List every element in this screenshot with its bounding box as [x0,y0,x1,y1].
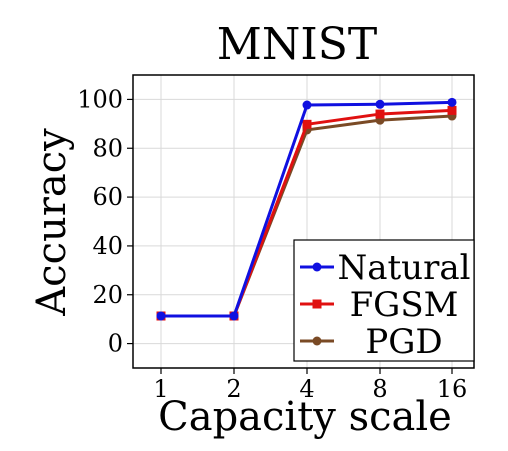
legend-label: FGSM [350,285,459,325]
x-tick-label: 8 [372,375,387,403]
legend-entry-natural: Natural [300,248,470,288]
series-natural [156,97,457,321]
y-axis-label: Accuracy [29,128,75,317]
data-point [302,100,312,110]
plot-frame [132,74,475,369]
data-point [447,97,457,107]
chart-title: MNIST [217,19,377,70]
x-tick-label: 1 [153,375,168,403]
data-point [447,105,457,115]
x-tick-label: 4 [299,375,314,403]
y-tick-label: 0 [108,330,123,358]
y-tick-label: 100 [77,85,123,113]
x-tick-label: 16 [437,375,468,403]
y-tick-label: 80 [92,134,123,162]
legend-label: Natural [338,248,471,288]
y-tick-label: 20 [92,281,123,309]
legend-marker [312,299,322,309]
legend-marker [312,336,322,346]
data-point [229,311,239,321]
x-tick-label: 2 [226,375,241,403]
legend-entry-pgd: PGD [300,322,443,362]
data-point [375,99,385,109]
axis-ticks: 0 20 40 60 80 100 1 2 4 8 16 [77,85,467,403]
legend-label: PGD [365,322,442,362]
series-lines [156,97,457,321]
legend-entry-fgsm: FGSM [300,285,458,325]
legend-marker [312,262,322,272]
data-point [302,119,312,129]
y-tick-label: 60 [92,183,123,211]
data-point [375,109,385,119]
y-tick-label: 40 [92,232,123,260]
data-point [156,311,166,321]
x-axis-label: Capacity scale [158,394,452,440]
